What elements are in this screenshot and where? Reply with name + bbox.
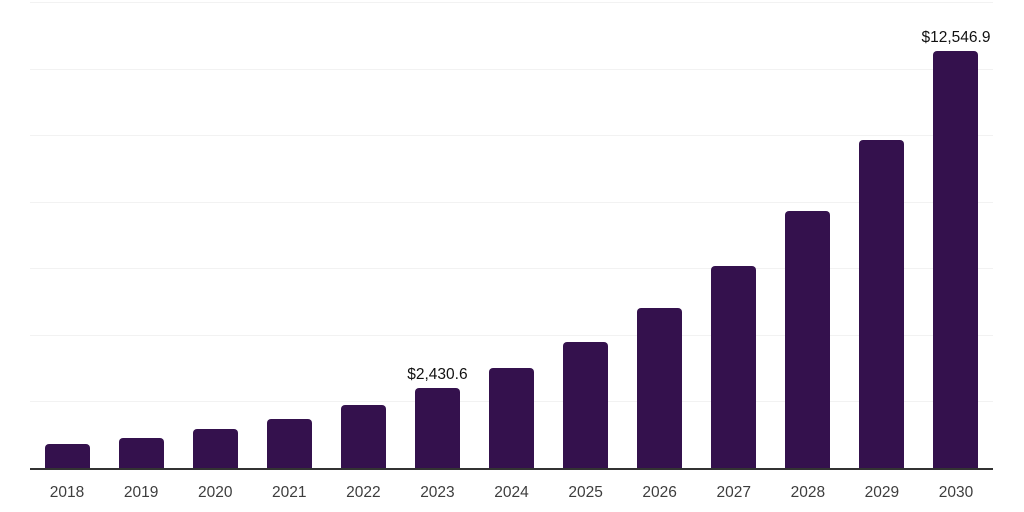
bar-slot-2026 [623,3,697,469]
bar-2018[interactable] [44,443,90,469]
bar-slot-2024 [474,3,548,469]
bar-2027[interactable] [711,265,757,469]
bar-2025[interactable] [563,341,609,469]
x-axis-labels: 2018 2019 2020 2021 2022 2023 2024 2025 2026 2027… [30,484,993,503]
data-label-2030: $12,546.9 [921,28,991,46]
gridline-10000 [30,135,993,137]
plot-area: $2,430.6 $12,546.9 [30,2,993,469]
bar-2028[interactable] [785,210,831,469]
bar-slot-2021 [252,3,326,469]
gridline-4000 [30,334,993,336]
bar-slot-2020 [178,3,252,469]
x-tick-label-2020: 2020 [197,484,233,501]
bar-slot-2030: $12,546.9 [919,3,993,469]
bar-2021[interactable] [266,418,312,469]
bar-slot-2029 [845,3,919,469]
bar-slot-2022 [326,3,400,469]
x-tick-label-2023: 2023 [420,484,455,501]
gridline-6000 [30,268,993,270]
gridline-8000 [30,201,993,203]
bar-slot-2025 [549,3,623,469]
bar-slot-2019 [104,3,178,469]
x-tick-label-2028: 2028 [790,484,826,501]
bar-slot-2028 [771,3,845,469]
x-tick-label-2029: 2029 [864,484,900,501]
bar-2029[interactable] [859,140,905,469]
x-tick-label-2027: 2027 [716,484,751,501]
x-tick-label-2025: 2025 [568,484,603,501]
bar-2022[interactable] [340,404,386,469]
x-tick-label-2022: 2022 [346,484,381,501]
x-tick-label-2021: 2021 [272,484,307,501]
bar-2024[interactable] [489,367,534,469]
gridline-14000 [30,2,993,3]
bar-2019[interactable] [118,437,164,469]
x-tick-label-2024: 2024 [494,484,529,501]
gridline-12000 [30,68,993,70]
bar-2020[interactable] [192,429,238,469]
x-tick-label-2019: 2019 [123,484,159,501]
data-label-2023: $2,430.6 [407,365,468,383]
bar-slot-2027 [697,3,771,469]
x-tick-label-2030: 2030 [938,484,974,501]
bar-slot-2018 [30,3,104,469]
x-axis-line [30,468,993,470]
x-tick-label-2026: 2026 [642,484,677,501]
bars-row: $2,430.6 $12,546.9 [30,3,993,469]
bar-2030[interactable] [933,51,979,469]
bar-2023[interactable] [414,388,460,469]
bar-slot-2023: $2,430.6 [400,3,474,469]
bar-2026[interactable] [637,307,683,469]
x-tick-label-2018: 2018 [49,484,85,501]
